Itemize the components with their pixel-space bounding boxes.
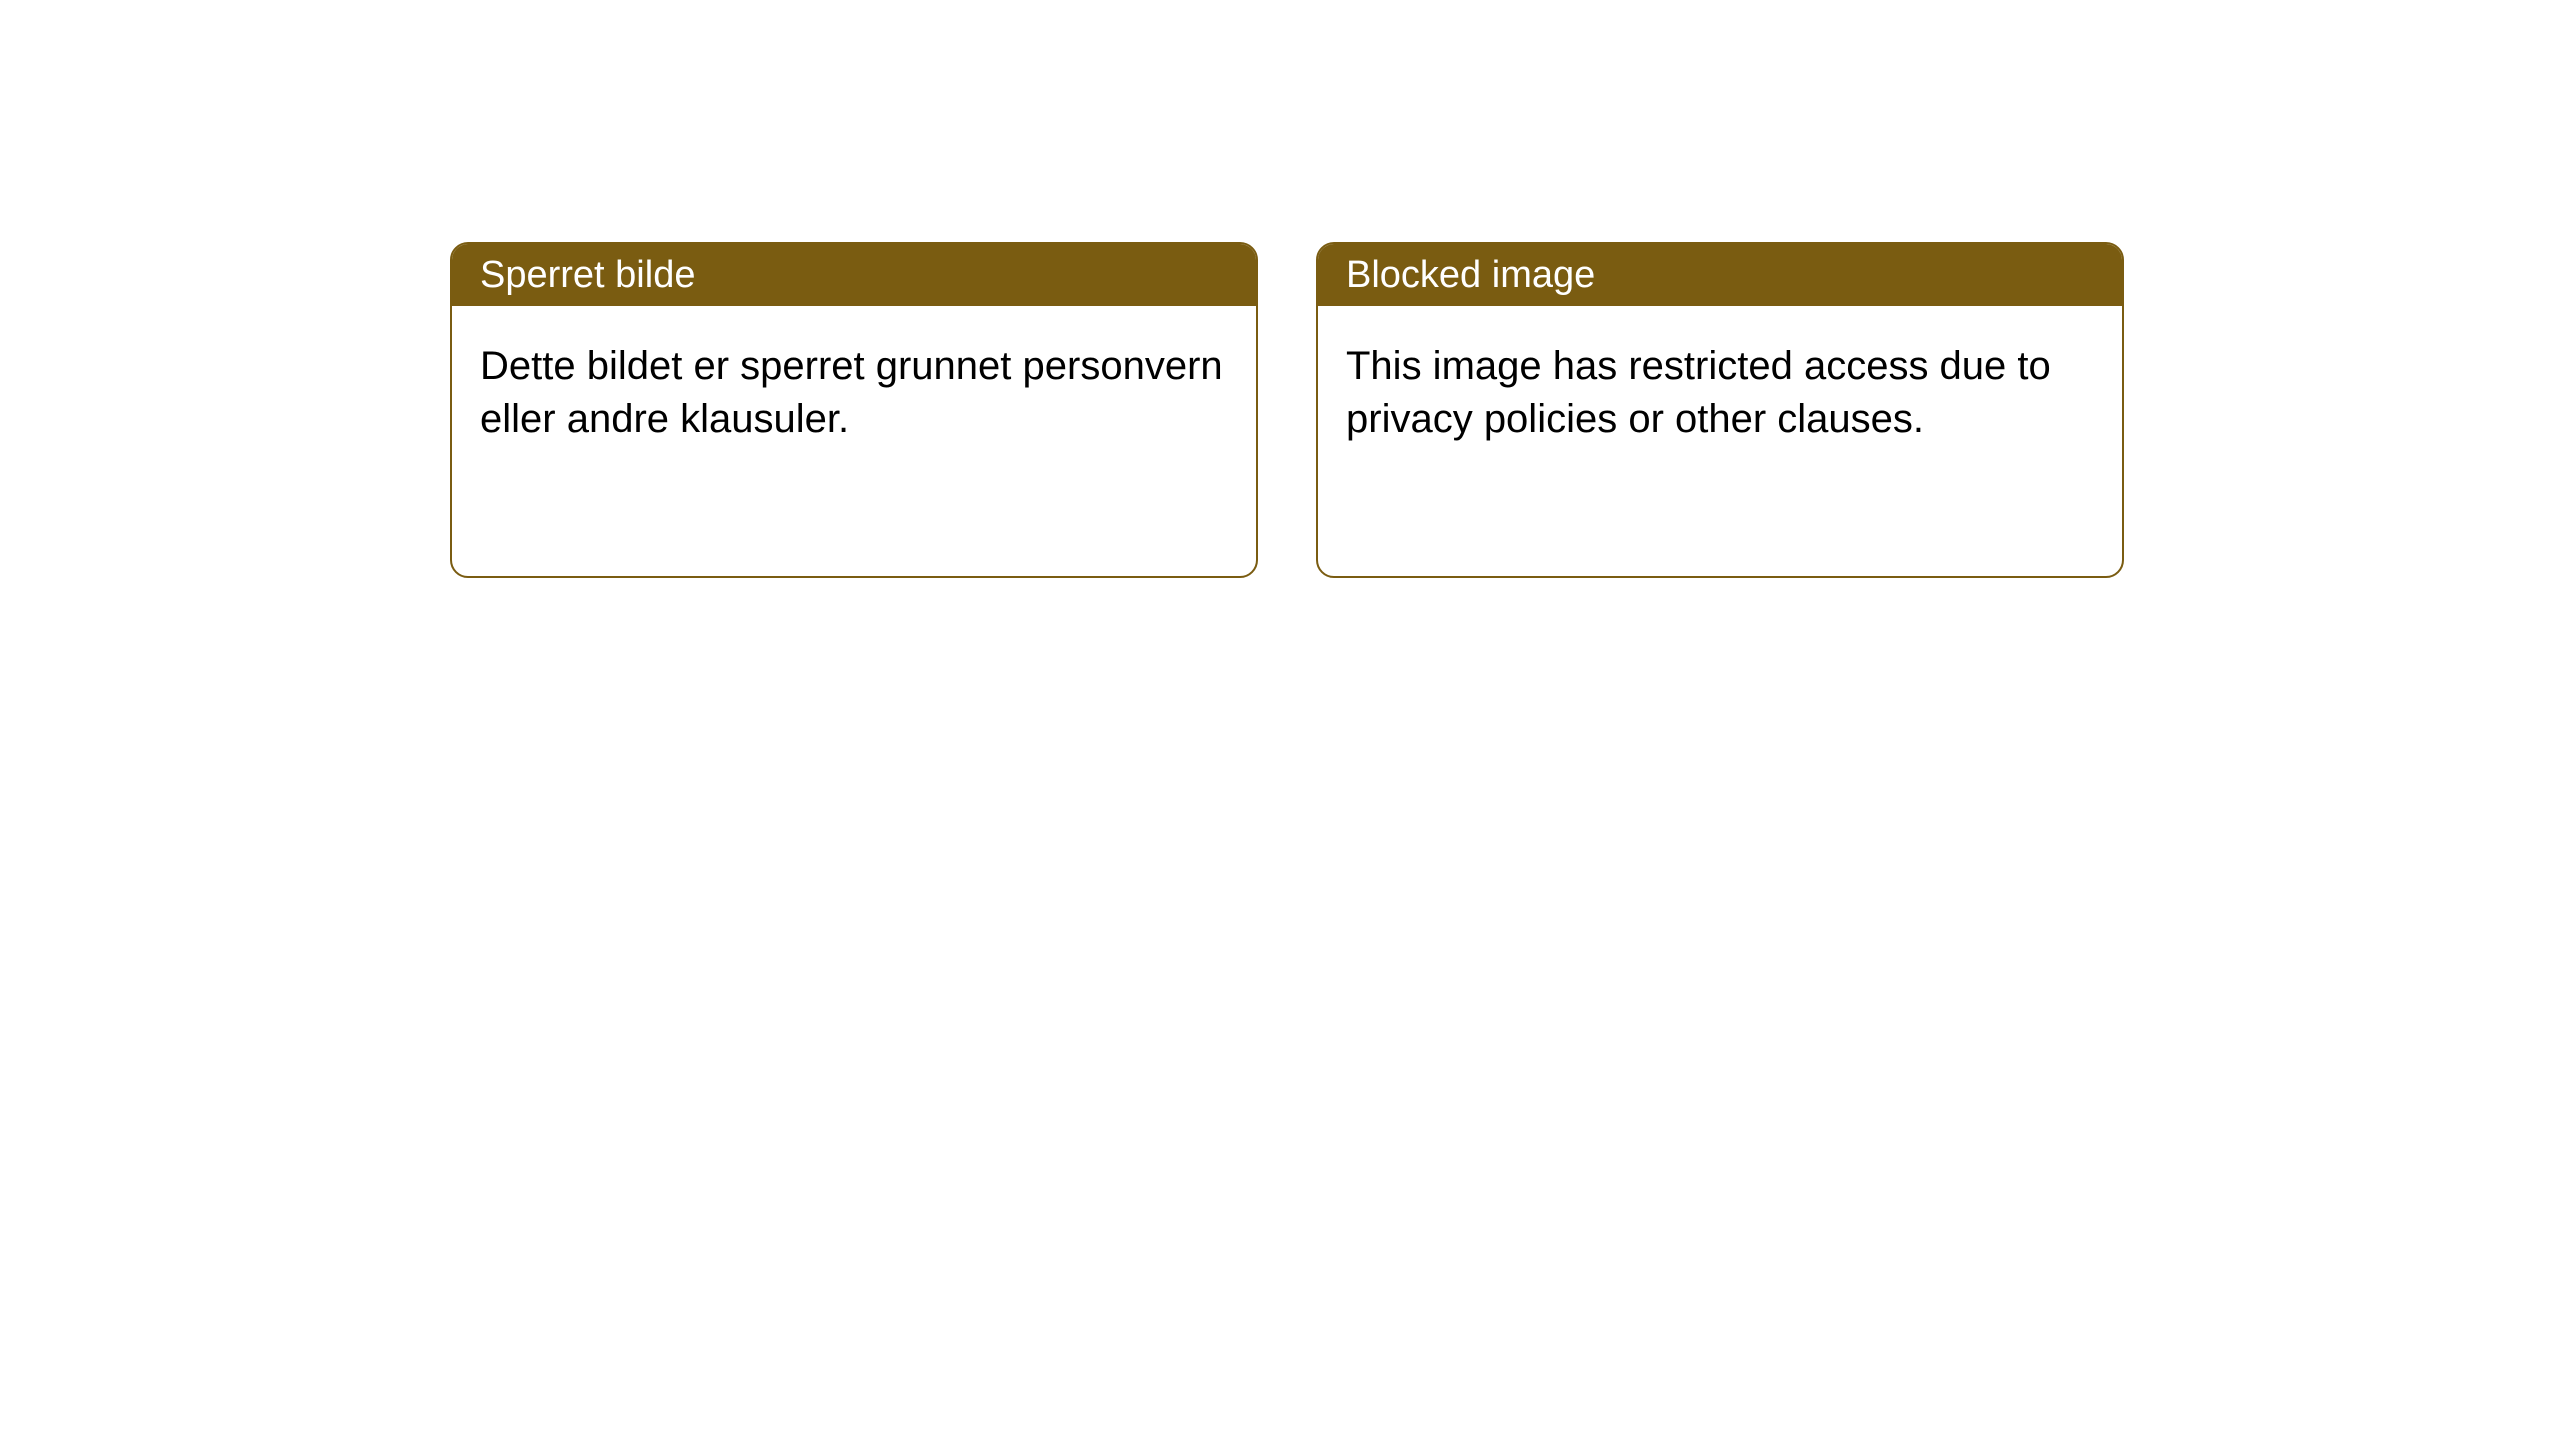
card-title: Sperret bilde [480,254,695,297]
card-header: Blocked image [1318,244,2122,306]
card-header: Sperret bilde [452,244,1256,306]
card-body: This image has restricted access due to … [1318,306,2122,480]
notice-cards-container: Sperret bilde Dette bildet er sperret gr… [450,242,2124,578]
card-body-text: Dette bildet er sperret grunnet personve… [480,344,1223,441]
card-body: Dette bildet er sperret grunnet personve… [452,306,1256,480]
card-title: Blocked image [1346,254,1595,297]
card-body-text: This image has restricted access due to … [1346,344,2051,441]
notice-card-english: Blocked image This image has restricted … [1316,242,2124,578]
notice-card-norwegian: Sperret bilde Dette bildet er sperret gr… [450,242,1258,578]
